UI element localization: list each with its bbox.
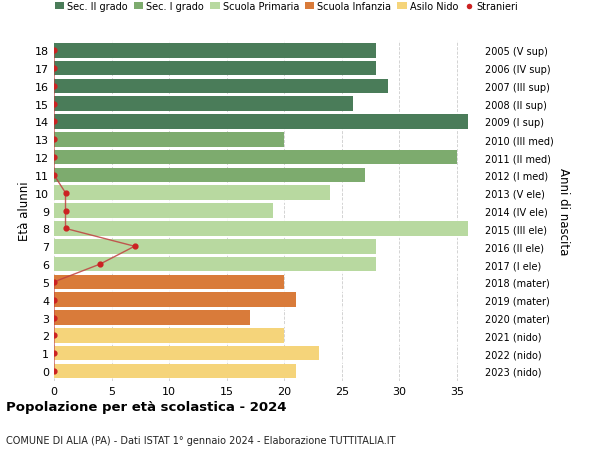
- Point: [49, 279, 59, 286]
- Text: COMUNE DI ALIA (PA) - Dati ISTAT 1° gennaio 2024 - Elaborazione TUTTITALIA.IT: COMUNE DI ALIA (PA) - Dati ISTAT 1° genn…: [6, 435, 395, 445]
- Point: [61, 190, 70, 197]
- Point: [49, 118, 59, 126]
- Bar: [54, 311, 250, 325]
- Bar: [54, 240, 376, 254]
- Bar: [54, 115, 469, 129]
- Point: [49, 101, 59, 108]
- Bar: [54, 79, 388, 94]
- Bar: [54, 257, 376, 272]
- Point: [49, 47, 59, 55]
- Y-axis label: Età alunni: Età alunni: [18, 181, 31, 241]
- Bar: [54, 62, 376, 76]
- Point: [130, 243, 139, 250]
- Point: [49, 65, 59, 73]
- Bar: [54, 222, 469, 236]
- Point: [49, 368, 59, 375]
- Point: [49, 332, 59, 339]
- Bar: [54, 328, 284, 343]
- Bar: [54, 133, 284, 147]
- Point: [49, 314, 59, 321]
- Point: [49, 172, 59, 179]
- Point: [49, 136, 59, 144]
- Bar: [54, 346, 319, 361]
- Bar: [54, 275, 284, 290]
- Bar: [54, 364, 296, 379]
- Point: [49, 83, 59, 90]
- Bar: [54, 168, 365, 183]
- Bar: [54, 44, 376, 58]
- Point: [95, 261, 105, 268]
- Legend: Sec. II grado, Sec. I grado, Scuola Primaria, Scuola Infanzia, Asilo Nido, Stran: Sec. II grado, Sec. I grado, Scuola Prim…: [55, 2, 518, 12]
- Bar: [54, 293, 296, 308]
- Point: [49, 297, 59, 304]
- Point: [49, 350, 59, 357]
- Text: Popolazione per età scolastica - 2024: Popolazione per età scolastica - 2024: [6, 400, 287, 413]
- Bar: [54, 204, 273, 218]
- Point: [61, 207, 70, 215]
- Bar: [54, 97, 353, 112]
- Bar: [54, 151, 457, 165]
- Point: [49, 154, 59, 162]
- Y-axis label: Anni di nascita: Anni di nascita: [557, 168, 570, 255]
- Bar: [54, 186, 331, 201]
- Point: [61, 225, 70, 233]
